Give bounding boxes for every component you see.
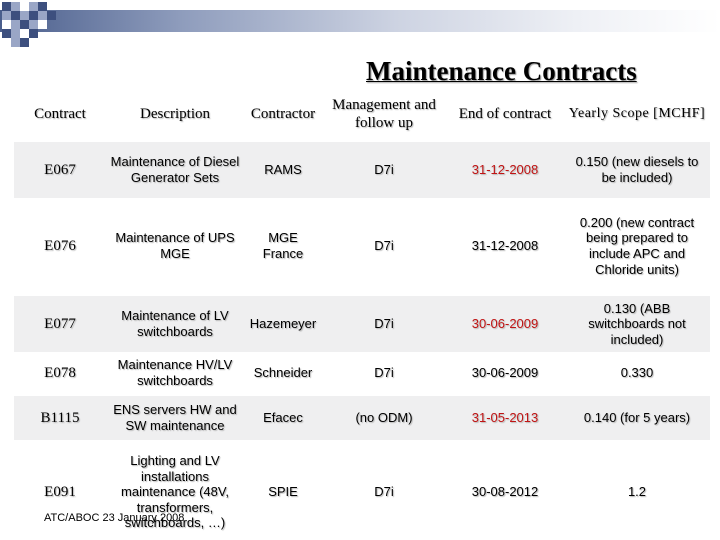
end-date: 31-12-2008 bbox=[471, 162, 539, 178]
contractor: SPIE bbox=[268, 484, 298, 500]
management: D7i bbox=[374, 238, 394, 254]
contractor: Hazemeyer bbox=[249, 316, 317, 332]
management: D7i bbox=[374, 162, 394, 178]
contract-id: E077 bbox=[44, 316, 76, 332]
table-row: E091 Lighting and LV installations maint… bbox=[14, 448, 710, 536]
header-description: Description bbox=[140, 106, 210, 122]
management: (no ODM) bbox=[355, 410, 413, 426]
header-gradient-bar bbox=[0, 10, 720, 32]
end-date: 30-06-2009 bbox=[471, 365, 539, 381]
end-date: 31-12-2008 bbox=[471, 238, 539, 254]
footer-text: ATC/ABOC 23 January 2008 bbox=[44, 512, 185, 524]
table-row: E067 Maintenance of Diesel Generator Set… bbox=[14, 142, 710, 198]
yearly-scope: 0.130 (ABB switchboards not included) bbox=[588, 300, 686, 347]
contract-id: E076 bbox=[44, 238, 76, 254]
management: D7i bbox=[374, 484, 394, 500]
yearly-scope: 0.330 bbox=[620, 365, 654, 381]
description: Maintenance of Diesel Generator Sets bbox=[110, 154, 240, 185]
table-row: B1115 ENS servers HW and SW maintenance … bbox=[14, 396, 710, 440]
header-contractor: Contractor bbox=[250, 106, 316, 122]
table-row: E076 Maintenance of UPS MGE MGE France D… bbox=[14, 200, 710, 292]
management: D7i bbox=[374, 365, 394, 381]
table-header-row: Contract Description Contractor Manageme… bbox=[14, 90, 710, 138]
contract-id: E067 bbox=[44, 162, 76, 178]
description: Maintenance HV/LV switchboards bbox=[117, 357, 233, 388]
contract-id: E091 bbox=[44, 484, 76, 500]
contract-id: B1115 bbox=[40, 410, 80, 426]
description: Maintenance of LV switchboards bbox=[121, 308, 229, 339]
end-date: 31-05-2013 bbox=[471, 410, 539, 426]
yearly-scope: 0.200 (new contract being prepared to in… bbox=[579, 214, 695, 277]
yearly-scope: 0.140 (for 5 years) bbox=[583, 410, 691, 426]
end-date: 30-08-2012 bbox=[471, 484, 539, 500]
page-title: Maintenance Contracts bbox=[366, 56, 637, 86]
yearly-scope: 1.2 bbox=[627, 484, 647, 500]
yearly-scope: 0.150 (new diesels to be included) bbox=[575, 154, 699, 185]
management: D7i bbox=[374, 316, 394, 332]
contractor: Schneider bbox=[253, 365, 313, 381]
contractor: MGE France bbox=[262, 230, 304, 261]
header-yearly-scope: Yearly Scope [MCHF] bbox=[568, 105, 706, 121]
header-decoration bbox=[0, 0, 720, 50]
contractor: RAMS bbox=[264, 162, 302, 178]
contractor: Efacec bbox=[263, 410, 303, 426]
description: Maintenance of UPS MGE bbox=[115, 230, 235, 261]
header-contract: Contract bbox=[34, 106, 86, 122]
end-date: 30-06-2009 bbox=[471, 316, 539, 332]
description: ENS servers HW and SW maintenance bbox=[113, 402, 237, 433]
header-management: Management and follow up bbox=[332, 97, 436, 131]
description: Lighting and LV installations maintenanc… bbox=[121, 453, 229, 531]
table-row: E077 Maintenance of LV switchboards Haze… bbox=[14, 296, 710, 352]
contract-id: E078 bbox=[44, 365, 76, 381]
table-row: E078 Maintenance HV/LV switchboards Schn… bbox=[14, 354, 710, 392]
header-end-of-contract: End of contract bbox=[458, 106, 552, 122]
